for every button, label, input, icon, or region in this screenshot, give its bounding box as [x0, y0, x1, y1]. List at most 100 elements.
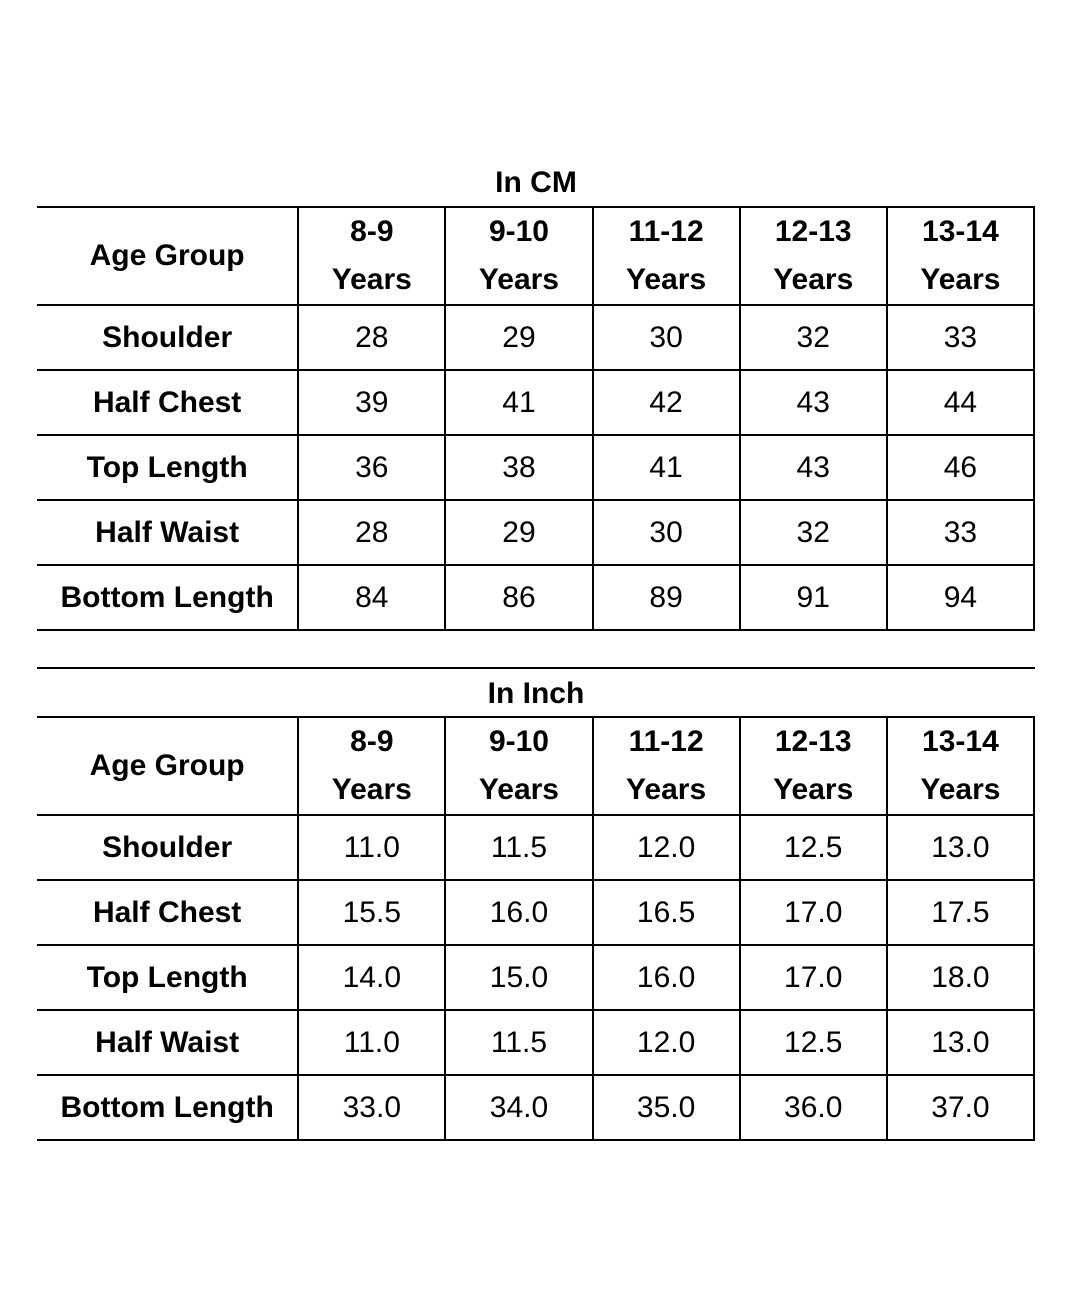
header-row: Age Group 8-9 Years 9-10 Years 11-12 Years …: [37, 717, 1036, 815]
row-label: Half Waist: [95, 515, 240, 549]
table-row: Half Chest 15.5 16.0 16.5 17.0 17.5: [37, 880, 1036, 945]
age-range: 13-14: [922, 725, 999, 758]
table-cell: 46: [885, 435, 1036, 500]
table-cell: 91: [738, 565, 887, 630]
row-label: Shoulder: [102, 830, 233, 864]
row-label: Top Length: [86, 450, 248, 484]
age-range: 13-14: [922, 215, 999, 248]
table-cell: 16.0: [444, 880, 593, 945]
table-cell: 11.5: [444, 815, 593, 880]
table-cell: 17.0: [738, 880, 887, 945]
table-cell: 84: [297, 565, 446, 630]
table-row: Bottom Length 84 86 89 91 94: [37, 565, 1036, 630]
table-cell: 32: [738, 305, 887, 370]
age-unit: Years: [478, 773, 559, 806]
age-group-header: Age Group: [89, 749, 245, 782]
column-header: 9-10 Years: [444, 207, 593, 305]
table-cell: 12.5: [738, 815, 887, 880]
row-label: Half Chest: [92, 895, 242, 929]
row-label: Bottom Length: [60, 580, 274, 614]
table-cell: 16.0: [591, 945, 740, 1010]
row-label: Shoulder: [102, 320, 233, 354]
age-range: 9-10: [488, 725, 549, 758]
size-chart-inch: In Inch Age Group 8-9 Years 9-10 Years 11-…: [37, 667, 1036, 1141]
table-cell: 29: [444, 500, 593, 565]
table-cell: 41: [591, 435, 740, 500]
table-cell: 17.0: [738, 945, 887, 1010]
table-cell: 33: [885, 500, 1036, 565]
age-range: 9-10: [488, 215, 549, 248]
table-cell: 94: [885, 565, 1036, 630]
age-unit: Years: [626, 773, 707, 806]
age-group-header: Age Group: [89, 239, 245, 272]
table-cell: 11.5: [444, 1010, 593, 1075]
row-label: Half Waist: [95, 1025, 240, 1059]
table-cell: 35.0: [591, 1075, 740, 1140]
table-title-cm: In CM: [495, 166, 577, 199]
column-header: 8-9 Years: [297, 717, 446, 815]
age-range: 12-13: [774, 725, 852, 758]
table-cell: 13.0: [885, 1010, 1036, 1075]
column-header: 11-12 Years: [591, 717, 740, 815]
table-cell: 13.0: [885, 815, 1036, 880]
age-unit: Years: [626, 263, 707, 296]
age-unit: Years: [331, 773, 412, 806]
row-label: Bottom Length: [60, 1090, 274, 1124]
table-cell: 12.5: [738, 1010, 887, 1075]
table-cell: 12.0: [591, 815, 740, 880]
table-cell: 30: [591, 500, 740, 565]
table-cell: 43: [738, 435, 887, 500]
table-cell: 28: [297, 500, 446, 565]
age-unit: Years: [773, 263, 854, 296]
table-cell: 37.0: [885, 1075, 1036, 1140]
header-row: Age Group 8-9 Years 9-10 Years 11-12 Years …: [37, 207, 1036, 305]
table-cell: 41: [444, 370, 593, 435]
age-unit: Years: [331, 263, 412, 296]
table-title-inch: In Inch: [37, 667, 1035, 716]
table-cell: 34.0: [444, 1075, 593, 1140]
age-range: 12-13: [774, 215, 852, 248]
table-cell: 32: [738, 500, 887, 565]
row-label: Top Length: [86, 960, 248, 994]
table-cell: 43: [738, 370, 887, 435]
age-unit: Years: [920, 773, 1001, 806]
table-row: Top Length 36 38 41 43 46: [37, 435, 1036, 500]
column-header: 9-10 Years: [444, 717, 593, 815]
size-table-inch: Age Group 8-9 Years 9-10 Years 11-12 Years …: [37, 716, 1036, 1141]
column-header: 13-14 Years: [885, 207, 1036, 305]
table-cell: 42: [591, 370, 740, 435]
table-cell: 39: [297, 370, 446, 435]
age-range: 8-9: [350, 725, 394, 758]
size-chart-cm: In CM Age Group 8-9 Years 9-10 Years 11-12…: [37, 160, 1036, 631]
table-cell: 17.5: [885, 880, 1036, 945]
table-cell: 29: [444, 305, 593, 370]
table-row: Top Length 14.0 15.0 16.0 17.0 18.0: [37, 945, 1036, 1010]
age-range: 11-12: [628, 215, 704, 248]
age-unit: Years: [773, 773, 854, 806]
table-row: Shoulder 28 29 30 32 33: [37, 305, 1036, 370]
table-cell: 16.5: [591, 880, 740, 945]
table-cell: 33.0: [297, 1075, 446, 1140]
table-cell: 44: [885, 370, 1036, 435]
table-cell: 11.0: [297, 815, 446, 880]
age-range: 11-12: [628, 725, 704, 758]
table-cell: 38: [444, 435, 593, 500]
column-header: 12-13 Years: [738, 717, 887, 815]
table-cell: 30: [591, 305, 740, 370]
column-header: 8-9 Years: [297, 207, 446, 305]
table-cell: 15.5: [297, 880, 446, 945]
table-cell: 28: [297, 305, 446, 370]
size-table-cm: Age Group 8-9 Years 9-10 Years 11-12 Years …: [37, 206, 1036, 631]
table-cell: 86: [444, 565, 593, 630]
table-cell: 36.0: [738, 1075, 887, 1140]
table-cell: 11.0: [297, 1010, 446, 1075]
table-cell: 33: [885, 305, 1036, 370]
age-range: 8-9: [350, 215, 394, 248]
table-cell: 18.0: [885, 945, 1036, 1010]
age-unit: Years: [478, 263, 559, 296]
table-cell: 89: [591, 565, 740, 630]
table-cell: 14.0: [297, 945, 446, 1010]
table-row: Half Waist 28 29 30 32 33: [37, 500, 1036, 565]
table-row: Half Chest 39 41 42 43 44: [37, 370, 1036, 435]
table-row: Half Waist 11.0 11.5 12.0 12.5 13.0: [37, 1010, 1036, 1075]
